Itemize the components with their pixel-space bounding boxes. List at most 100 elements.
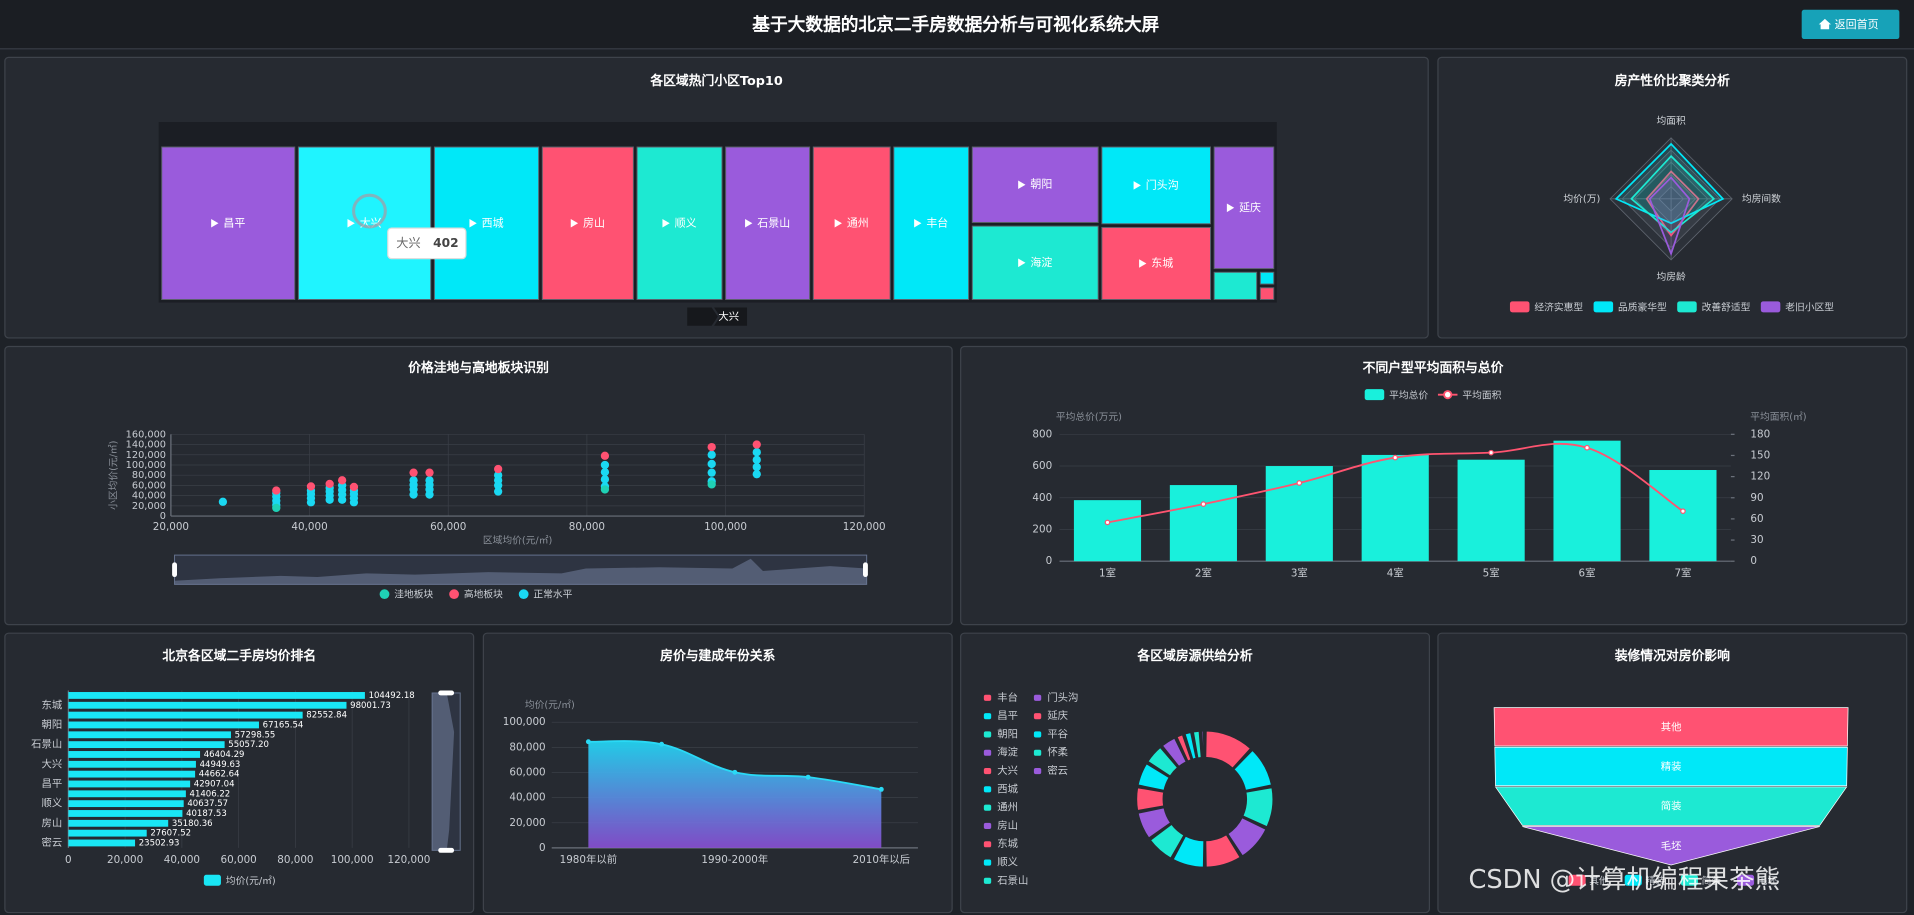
bar (68, 721, 259, 729)
radar-indicator: 均价(万) (1563, 193, 1600, 205)
funnel-segment (1494, 786, 1848, 826)
bar (1073, 500, 1142, 562)
label-arrow (834, 218, 842, 228)
value-label: 104492.18 (369, 691, 415, 701)
donut-slice (1204, 833, 1242, 869)
x-tick-label: 60,000 (221, 854, 257, 866)
radar-indicator: 均面积 (1656, 115, 1686, 127)
x-tick-label: 80,000 (569, 521, 605, 533)
page-title: 基于大数据的北京二手房数据分析与可视化系统大屏 (751, 14, 1159, 36)
x-tick-label: 100,000 (331, 854, 374, 866)
donut-slice (1184, 731, 1198, 761)
value-label: 82552.84 (306, 711, 347, 721)
panel (960, 632, 1431, 914)
legend-swatch (983, 859, 992, 866)
home-button[interactable] (1801, 9, 1900, 40)
legend-label: 丰台 (997, 691, 1018, 704)
legend-label: 顺义 (997, 857, 1018, 869)
header-bar (0, 0, 1914, 49)
legend-swatch (983, 822, 992, 829)
legend-label: 平均总价 (1389, 388, 1428, 401)
legend-label: 品质豪华型 (1618, 300, 1667, 313)
cell-label: 海淀 (1030, 255, 1052, 269)
y-tick-label: 40,000 (509, 792, 545, 804)
y-tick-label: 200 (1032, 523, 1052, 535)
y-tick-label: 140,000 (126, 440, 166, 451)
funnel-label: 精装 (1661, 760, 1682, 773)
home-button-label[interactable]: 返回首页 (1835, 17, 1879, 31)
scatter-point (409, 476, 418, 485)
chart-title: 各区域房源供给分析 (1136, 648, 1252, 664)
area (588, 741, 882, 848)
scatter-point (707, 450, 716, 459)
treemap-cell (812, 146, 891, 300)
legend-swatch (983, 877, 992, 884)
cell-label: 石景山 (757, 216, 790, 229)
scatter-point (600, 467, 610, 477)
line-dot (1200, 501, 1207, 507)
funnel-label: 其他 (1661, 720, 1682, 733)
treemap-cell (725, 146, 811, 300)
legend-swatch (1033, 767, 1042, 775)
label-arrow (1018, 180, 1026, 189)
label-arrow (1133, 181, 1141, 190)
label-arrow (1226, 203, 1235, 213)
chart-title: 装修情况对房价影响 (1614, 648, 1730, 664)
line-dot (878, 786, 884, 792)
y-tick-label: 朝阳 (42, 719, 63, 731)
treemap-cell (541, 146, 634, 300)
treemap-cell (1259, 271, 1275, 285)
donut-slice (1135, 786, 1165, 812)
chart-title: 各区域热门小区Top10 (649, 73, 782, 89)
x-tick-label: 40,000 (164, 854, 200, 866)
scatter-point (425, 476, 434, 485)
legend-swatch (1677, 301, 1697, 313)
scatter-point (306, 482, 316, 491)
treemap-cell (1101, 146, 1211, 225)
legend-swatch (1033, 694, 1042, 701)
treemap-cell (161, 146, 296, 300)
breadcrumb (714, 307, 748, 326)
legend-label: 改善舒适型 (1702, 300, 1751, 313)
funnel-segment (1493, 707, 1849, 747)
x-tick-label: 120,000 (843, 521, 886, 533)
y-tick-label: 80,000 (132, 470, 166, 481)
y2-tick-label: 60 (1750, 513, 1763, 525)
radar-series (1645, 170, 1700, 237)
bar (68, 829, 147, 837)
cell-label: 昌平 (223, 216, 245, 229)
value-label: 40187.53 (186, 809, 227, 819)
scatter-point (600, 485, 610, 494)
cell-label: 西城 (482, 216, 504, 229)
y-tick-label: 400 (1032, 492, 1052, 504)
treemap-cell (1213, 146, 1275, 270)
breadcrumb-label: 大兴 (718, 310, 739, 323)
legend-label: 海淀 (997, 746, 1018, 759)
x-tick-label: 1室 (1099, 566, 1116, 579)
radar-series (1614, 142, 1725, 225)
legend-swatch (1624, 874, 1642, 886)
value-label: 67165.54 (263, 720, 304, 730)
legend-label: 精装 (1645, 874, 1665, 887)
scatter-point (707, 459, 716, 469)
line-dot (585, 739, 591, 745)
y2-tick-label: 0 (1750, 555, 1757, 567)
legend-label: 昌平 (997, 710, 1018, 722)
x-tick-label: 0 (65, 854, 72, 866)
bar (68, 692, 365, 699)
label-arrow (1018, 258, 1026, 268)
scatter-point (337, 476, 347, 485)
legend-label: 密云 (1047, 764, 1068, 777)
cell-label: 朝阳 (1030, 178, 1052, 191)
legend-swatch (983, 767, 992, 775)
scatter-point (752, 462, 761, 472)
home-icon (1818, 18, 1831, 30)
bar (68, 780, 191, 788)
donut-slice (1204, 730, 1252, 770)
label-arrow (745, 218, 753, 228)
line-dot (1488, 449, 1494, 456)
treemap-cell (971, 225, 1099, 300)
treemap-cell (1213, 271, 1258, 300)
label-arrow (570, 218, 579, 228)
